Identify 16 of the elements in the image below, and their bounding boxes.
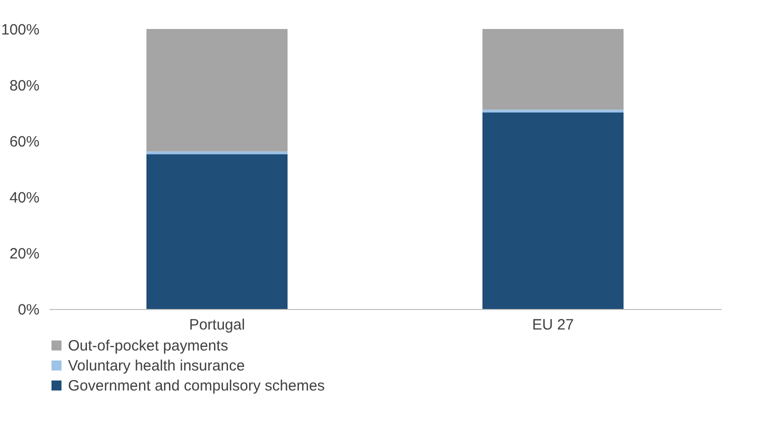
bar: [146, 154, 288, 309]
y-tick-label: 40%: [9, 190, 40, 206]
bar: [482, 29, 624, 110]
y-tick-label: 20%: [9, 246, 40, 262]
x-tick-label: Portugal: [189, 316, 245, 334]
legend-label: Government and compulsory schemes: [68, 378, 325, 394]
bar: [482, 112, 624, 309]
bar: [146, 29, 288, 152]
y-tick-label: 0%: [18, 302, 40, 318]
y-tick-label: 60%: [9, 134, 40, 150]
legend-label: Voluntary health insurance: [68, 358, 245, 374]
y-tick-label: 100%: [1, 22, 40, 38]
legend-label: Out-of-pocket payments: [68, 338, 228, 354]
y-tick-label: 80%: [9, 78, 40, 94]
x-tick-label: EU 27: [532, 316, 574, 334]
bar: [482, 110, 624, 112]
